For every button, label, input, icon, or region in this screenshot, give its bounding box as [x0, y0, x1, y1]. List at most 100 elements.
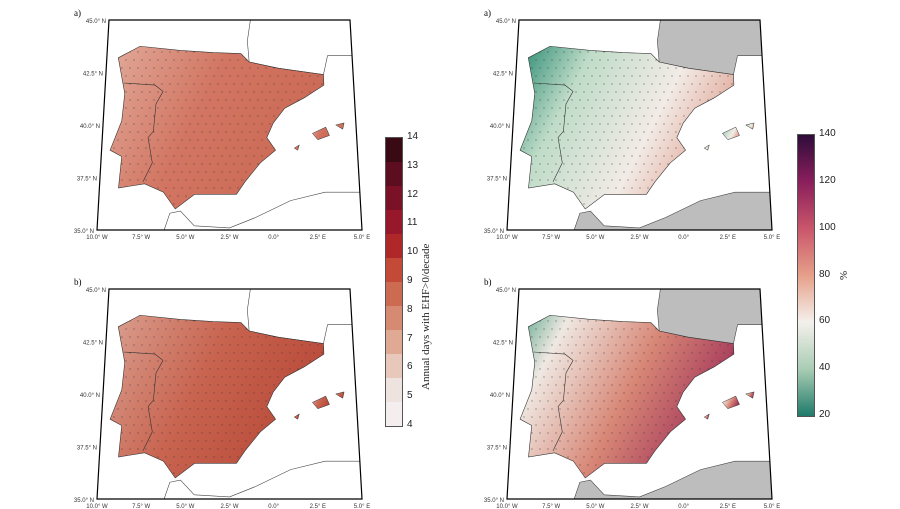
significance-dot	[635, 368, 637, 370]
significance-dot	[205, 123, 207, 125]
significance-dot	[253, 408, 255, 410]
significance-dot	[165, 75, 167, 77]
significance-dot	[273, 147, 275, 149]
significance-dot	[241, 432, 243, 434]
significance-dot	[543, 344, 545, 346]
significance-dot	[683, 384, 685, 386]
significance-dot	[241, 115, 243, 117]
iberian-peninsula	[519, 314, 735, 479]
significance-dot	[639, 408, 641, 410]
significance-dot	[133, 344, 135, 346]
significance-dot	[181, 408, 183, 410]
significance-dot	[583, 456, 585, 458]
significance-dot	[611, 416, 613, 418]
significance-dot	[571, 432, 573, 434]
significance-dot	[683, 416, 685, 418]
significance-dot	[583, 123, 585, 125]
significance-dot	[571, 179, 573, 181]
iberian-peninsula	[109, 314, 325, 479]
significance-dot	[181, 440, 183, 442]
significance-dot	[567, 392, 569, 394]
significance-dot	[651, 400, 653, 402]
significance-dot	[257, 336, 259, 338]
significance-dot	[551, 123, 553, 125]
significance-dot	[611, 99, 613, 101]
significance-dot	[587, 336, 589, 338]
significance-dot	[225, 163, 227, 165]
significance-dot	[607, 139, 609, 141]
significance-dot	[169, 352, 171, 354]
significance-dot	[145, 131, 147, 133]
significance-dot	[547, 83, 549, 85]
significance-dot	[241, 368, 243, 370]
significance-dot	[249, 147, 251, 149]
significance-dot	[599, 376, 601, 378]
significance-dot	[635, 352, 637, 354]
significance-dot	[133, 139, 135, 141]
significance-dot	[623, 59, 625, 61]
significance-dot	[257, 147, 259, 149]
significance-dot	[221, 75, 223, 77]
significance-dot	[539, 384, 541, 386]
significance-dot	[663, 75, 665, 77]
significance-dot	[631, 155, 633, 157]
significance-dot	[611, 320, 613, 322]
significance-dot	[551, 155, 553, 157]
longitude-label: 2.5° W	[220, 235, 238, 240]
significance-dot	[209, 147, 211, 149]
significance-dot	[651, 99, 653, 101]
significance-dot	[543, 91, 545, 93]
significance-dot	[535, 91, 537, 93]
significance-dot	[599, 408, 601, 410]
significance-dot	[173, 376, 175, 378]
significance-dot	[651, 384, 653, 386]
significance-dot	[615, 59, 617, 61]
significance-dot	[241, 448, 243, 450]
significance-dot	[121, 416, 123, 418]
significance-dot	[217, 416, 219, 418]
significance-dot	[261, 344, 263, 346]
significance-dot	[631, 328, 633, 330]
significance-dot	[555, 83, 557, 85]
significance-dot	[607, 456, 609, 458]
significance-dot	[563, 384, 565, 386]
significance-dot	[129, 179, 131, 181]
significance-dot	[631, 392, 633, 394]
significance-dot	[161, 147, 163, 149]
significance-dot	[133, 91, 135, 93]
significance-dot	[129, 432, 131, 434]
significance-dot	[607, 376, 609, 378]
significance-dot	[137, 147, 139, 149]
significance-dot	[591, 123, 593, 125]
significance-dot	[257, 67, 259, 69]
significance-dot	[615, 123, 617, 125]
significance-dot	[321, 352, 323, 354]
significance-dot	[185, 400, 187, 402]
significance-dot	[543, 392, 545, 394]
significance-dot	[607, 328, 609, 330]
significance-dot	[583, 344, 585, 346]
significance-dot	[671, 424, 673, 426]
significance-dot	[157, 155, 159, 157]
significance-dot	[201, 368, 203, 370]
significance-dot	[173, 328, 175, 330]
significance-dot	[539, 416, 541, 418]
significance-dot	[121, 432, 123, 434]
significance-dot	[265, 352, 267, 354]
significance-dot	[603, 320, 605, 322]
significance-dot	[125, 139, 127, 141]
balearic-island	[745, 122, 755, 130]
balearic-island	[312, 126, 330, 140]
significance-dot	[185, 432, 187, 434]
significance-dot	[719, 344, 721, 346]
significance-dot	[125, 123, 127, 125]
significance-dot	[197, 155, 199, 157]
significance-dot	[675, 416, 677, 418]
significance-dot	[639, 59, 641, 61]
significance-dot	[133, 408, 135, 410]
significance-dot	[531, 336, 533, 338]
significance-dot	[157, 91, 159, 93]
significance-dot	[619, 368, 621, 370]
significance-dot	[719, 91, 721, 93]
significance-dot	[193, 352, 195, 354]
